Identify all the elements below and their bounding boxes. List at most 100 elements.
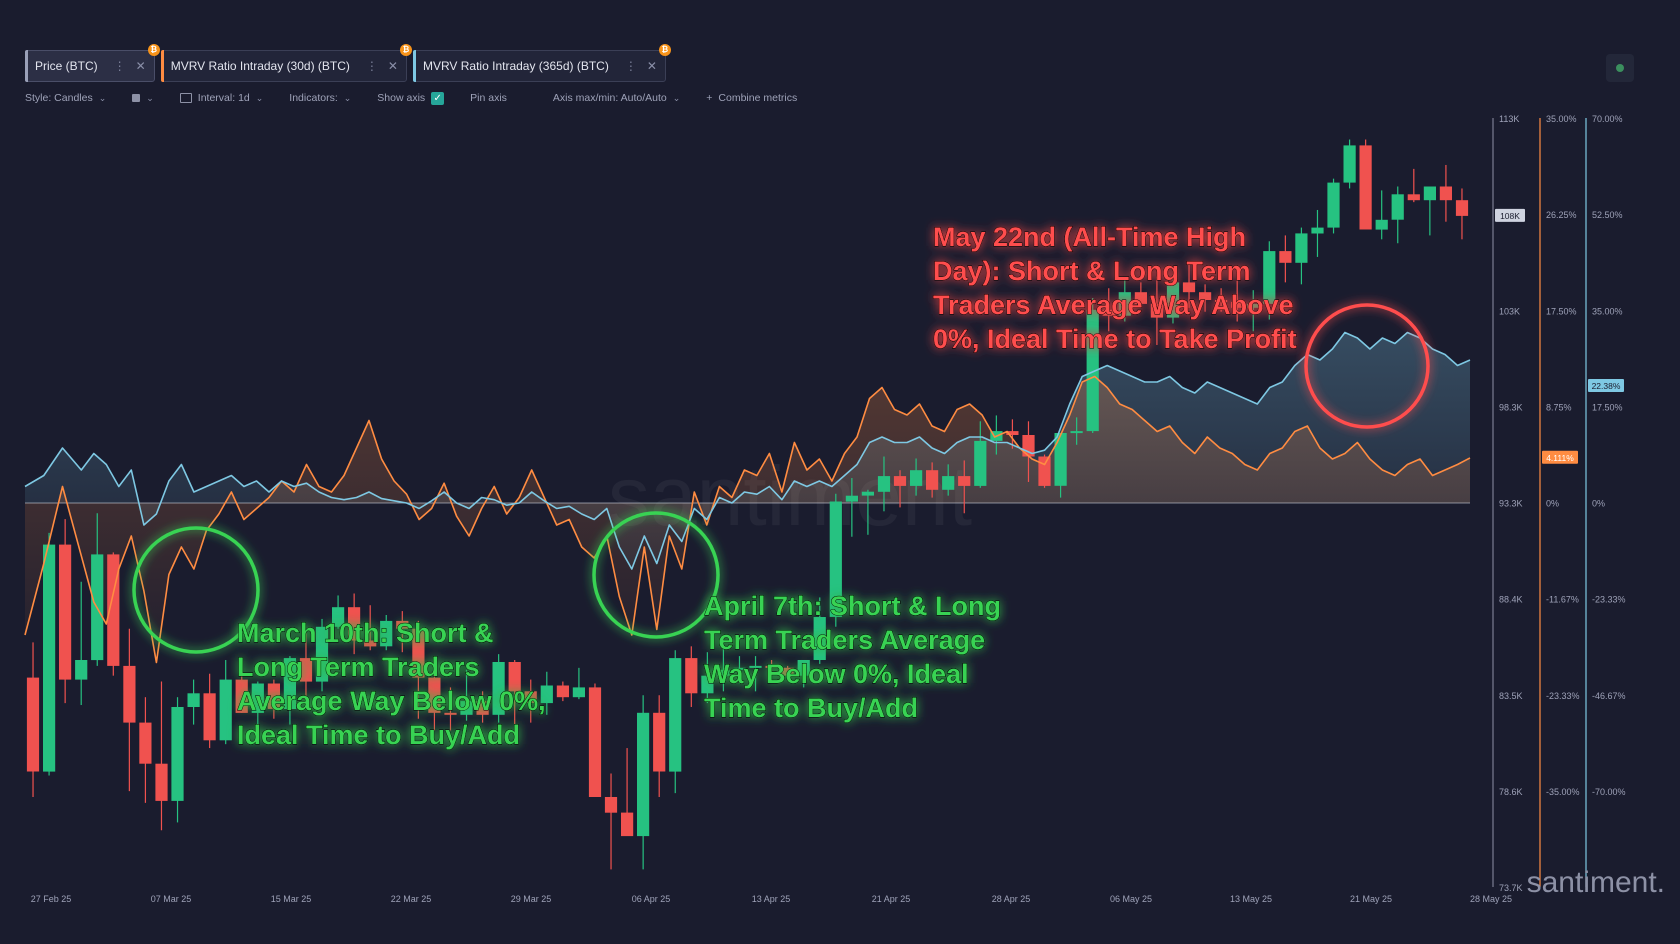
interval-dropdown[interactable]: Interval: 1d [197, 92, 250, 104]
mvrv30-tick-label: 35.00% [1546, 114, 1577, 124]
more-icon[interactable]: ⋮ [365, 59, 378, 73]
candle-body [685, 658, 698, 694]
mvrv365-tick-label: 0% [1592, 499, 1605, 509]
candle-body [861, 491, 874, 496]
axes: 113K 108K 103K 98.3K 93.3K 88.4K 83.5K 78.6K 73.… [31, 114, 1626, 904]
candle [59, 519, 72, 704]
candle-body [235, 679, 248, 713]
candle-body [797, 660, 810, 676]
candle [717, 644, 730, 692]
style-dropdown[interactable]: Style: Candles [25, 92, 93, 104]
chevron-down-icon[interactable]: ⌄ [146, 92, 154, 103]
candle-body [1295, 233, 1308, 263]
close-icon[interactable]: ✕ [387, 59, 398, 73]
more-icon[interactable]: ⋮ [113, 59, 126, 73]
candle [861, 489, 874, 535]
tab-mvrv-365d[interactable]: MVRV Ratio Intraday (365d) (BTC) ⋮ ✕ ₿ [412, 44, 671, 82]
live-status-indicator[interactable] [1606, 54, 1634, 82]
annotation-text-march: March 10th: Short & Long Term Traders Aver… [237, 618, 546, 750]
candle-body [460, 701, 473, 715]
x-tick-label: 29 Mar 25 [511, 894, 552, 904]
price-tick-label: 93.3K [1499, 499, 1523, 509]
candle-body [428, 677, 441, 713]
candle-body [556, 685, 569, 698]
candle-body [203, 693, 216, 741]
candle [1038, 454, 1051, 488]
tab-label: MVRV Ratio Intraday (30d) (BTC) [170, 59, 350, 73]
candle [283, 656, 296, 725]
x-tick-label: 07 Mar 25 [151, 894, 192, 904]
candle-body [1102, 309, 1115, 316]
price-tick-label: 73.7K [1499, 883, 1523, 893]
more-icon[interactable]: ⋮ [624, 59, 637, 73]
candle-body [412, 628, 425, 678]
chevron-down-icon[interactable]: ⌄ [672, 92, 681, 103]
candle-body [1070, 431, 1083, 434]
chevron-down-icon[interactable]: ⌄ [98, 92, 107, 103]
candle-body [1086, 309, 1099, 432]
candle-body [1038, 456, 1051, 486]
mvrv-lines [24, 331, 1471, 664]
candle-body [893, 476, 907, 486]
price-tick-label: 98.3K [1499, 402, 1523, 412]
candle [1263, 241, 1276, 320]
candle [1295, 227, 1308, 285]
tab-color-bar [412, 50, 416, 82]
plus-icon[interactable]: + [706, 92, 713, 104]
candle-body [43, 544, 56, 772]
color-swatch-icon[interactable] [132, 94, 141, 102]
calendar-icon[interactable] [179, 93, 192, 103]
pin-axis-toggle[interactable]: Pin axis [470, 92, 507, 104]
candle [460, 669, 473, 721]
candle [1199, 284, 1212, 312]
tab-price-btc[interactable]: Price (BTC) ⋮ ✕ ₿ [25, 44, 160, 82]
candle [829, 493, 842, 627]
candle [1391, 186, 1404, 244]
candle-body [1006, 431, 1019, 435]
metric-tabs: Price (BTC) ⋮ ✕ ₿ MVRV Ratio Intraday (3… [25, 44, 671, 82]
candle [637, 695, 650, 870]
close-icon[interactable]: ✕ [135, 59, 146, 73]
candle [572, 667, 585, 700]
candle-body [588, 687, 602, 797]
candle-body [1359, 145, 1372, 230]
candle [1247, 290, 1260, 332]
candle-body [781, 667, 794, 676]
candle-body [1311, 227, 1324, 234]
mvrv-30-fill [25, 376, 1470, 663]
candle-body [845, 495, 858, 502]
candle [139, 697, 152, 803]
candle-body [380, 620, 393, 647]
x-tick-label: 21 Apr 25 [872, 894, 911, 904]
candle-body [155, 763, 168, 801]
candle [1375, 190, 1388, 240]
candle-body [749, 665, 762, 668]
candle [396, 611, 409, 653]
price-candles [26, 139, 1469, 870]
candle-body [315, 626, 329, 682]
axis-maxmin-dropdown[interactable]: Axis max/min: Auto/Auto [552, 92, 667, 104]
chevron-down-icon[interactable]: ⌄ [343, 92, 352, 103]
candle [910, 458, 923, 496]
candle [893, 470, 907, 508]
candle-body [283, 658, 296, 709]
tab-label: MVRV Ratio Intraday (365d) (BTC) [422, 59, 609, 73]
combine-metrics-button[interactable]: Combine metrics [718, 92, 798, 104]
candle-body [219, 679, 232, 741]
tab-mvrv-30d[interactable]: MVRV Ratio Intraday (30d) (BTC) ⋮ ✕ ₿ [160, 44, 412, 82]
chevron-down-icon[interactable]: ⌄ [255, 92, 264, 103]
candle [1054, 433, 1067, 498]
candle [364, 605, 377, 651]
candle [235, 665, 248, 713]
check-icon[interactable]: ✓ [431, 91, 445, 105]
candle-body [974, 440, 987, 486]
candle-body [1375, 219, 1388, 230]
mvrv365-badge-bg [1588, 379, 1624, 392]
candle-body [1134, 292, 1147, 304]
candle-body [1054, 433, 1067, 486]
close-icon[interactable]: ✕ [646, 59, 657, 73]
candle-body [1455, 200, 1469, 216]
indicators-dropdown[interactable]: Indicators: [289, 92, 338, 104]
